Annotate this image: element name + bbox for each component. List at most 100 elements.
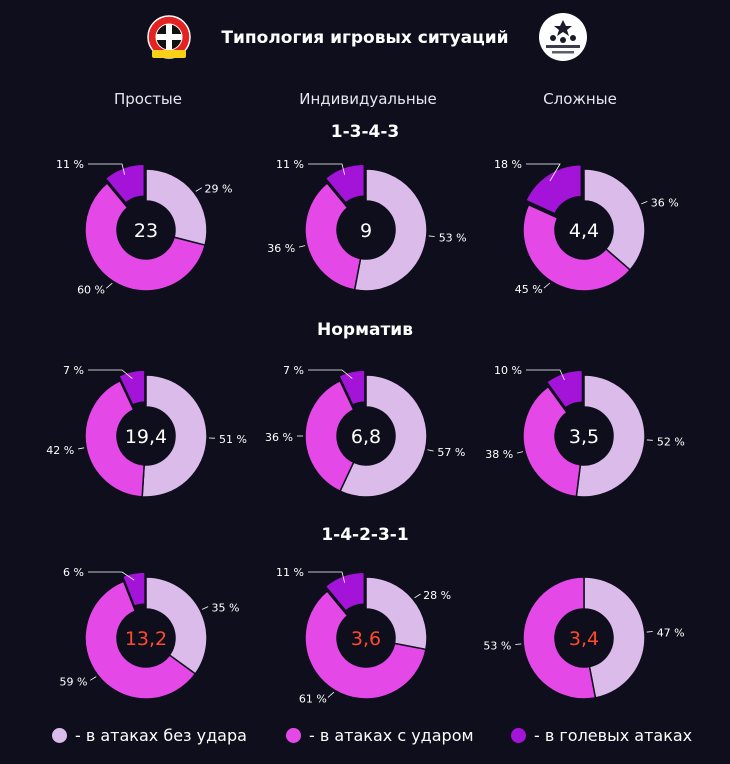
legend-swatch-with-shot [286, 727, 301, 743]
slice-14231-simple-goal [121, 571, 146, 608]
leader-line-1343-complex-no-shot [641, 200, 648, 205]
leader-line-norm-individual-goal [308, 369, 353, 379]
leader-line-1343-simple-no-shot [195, 187, 202, 192]
center-value-1343-individual: 9 [360, 220, 372, 242]
slice-14231-complex-no-shot [583, 576, 646, 699]
slice-norm-complex-with-shot [522, 385, 582, 498]
leader-line-14231-individual-no-shot [414, 593, 421, 599]
pct-label-1343-individual-no-shot: 53 % [439, 231, 467, 244]
legend-label-no-shot: - в атаках без удара [75, 725, 247, 745]
chart-title: Типология игровых ситуаций [221, 28, 509, 48]
column-label-individual: Индивидуальные [299, 90, 437, 108]
slice-norm-complex-no-shot [575, 374, 646, 498]
center-value-norm-simple: 19,4 [125, 426, 167, 448]
center-value-14231-individual: 3,6 [351, 628, 381, 650]
slice-1343-individual-no-shot [353, 168, 428, 292]
pct-label-1343-complex-no-shot: 36 % [651, 196, 679, 209]
center-value-14231-simple: 13,2 [125, 628, 167, 650]
bayer-leverkusen-logo-icon [147, 15, 191, 59]
leader-line-norm-simple-goal [88, 369, 133, 379]
pct-label-1343-individual-goal: 11 % [276, 158, 304, 171]
slice-14231-simple-no-shot [145, 576, 208, 675]
leader-line-14231-complex-no-shot [646, 631, 653, 633]
slice-norm-individual-goal [337, 369, 366, 406]
slice-1343-simple-with-shot [84, 181, 206, 292]
pct-label-norm-individual-no-shot: 57 % [437, 446, 465, 459]
pct-label-norm-complex-goal: 10 % [494, 364, 522, 377]
slice-14231-simple-with-shot [84, 580, 197, 700]
slice-norm-individual-with-shot [304, 379, 355, 493]
pct-label-1343-complex-with-shot: 45 % [515, 283, 543, 296]
center-value-1343-complex: 4,4 [569, 220, 599, 242]
legend-label-with-shot: - в атаках с ударом [309, 725, 474, 745]
pct-label-norm-simple-goal: 7 % [63, 364, 84, 377]
legend: - в атаках без удара - в атаках с ударом… [0, 722, 730, 752]
legend-item-no-shot: - в атаках без удара [52, 722, 247, 748]
pct-label-1343-complex-goal: 18 % [494, 158, 522, 171]
leader-line-norm-individual-no-shot [427, 449, 434, 452]
leader-line-14231-simple-goal [88, 571, 135, 581]
pct-label-14231-simple-goal: 6 % [63, 566, 84, 579]
slice-1343-complex-with-shot [522, 203, 632, 292]
pct-label-norm-complex-no-shot: 52 % [657, 435, 685, 448]
pct-label-14231-individual-with-shot: 61 % [299, 692, 327, 705]
pct-label-14231-individual-goal: 11 % [276, 566, 304, 579]
leader-line-1343-simple-with-shot [105, 282, 113, 289]
section-title-14231: 1-4-2-3-1 [321, 525, 409, 545]
pct-label-norm-simple-with-shot: 42 % [46, 444, 74, 457]
pct-label-14231-complex-no-shot: 47 % [657, 627, 685, 640]
section-title-norm: Норматив [317, 320, 413, 340]
leader-line-1343-individual-with-shot [298, 245, 306, 248]
slice-norm-simple-goal [117, 369, 146, 406]
leader-line-1343-simple-goal [88, 163, 126, 175]
leader-line-norm-simple-with-shot [78, 447, 85, 450]
pct-label-1343-simple-goal: 11 % [56, 158, 84, 171]
pct-label-1343-simple-with-shot: 60 % [77, 283, 105, 296]
pct-label-1343-simple-no-shot: 29 % [205, 183, 233, 196]
center-value-norm-complex: 3,5 [569, 426, 599, 448]
leader-line-1343-complex-with-shot [543, 282, 551, 289]
legend-swatch-no-shot [52, 727, 67, 743]
legend-item-goal: - в голевых атаках [511, 722, 692, 748]
slice-1343-individual-with-shot [304, 181, 362, 291]
leader-line-1343-individual-goal [308, 163, 346, 175]
leader-line-14231-simple-with-shot [90, 676, 97, 681]
slice-14231-individual-with-shot [304, 589, 427, 700]
pct-label-norm-individual-goal: 7 % [283, 364, 304, 377]
slice-1343-simple-goal [104, 163, 146, 205]
leader-line-norm-complex-with-shot [516, 451, 524, 454]
slice-14231-individual-no-shot [365, 576, 428, 651]
slice-norm-simple-no-shot [141, 374, 208, 498]
leader-line-14231-individual-goal [308, 571, 346, 583]
slice-14231-complex-with-shot [522, 576, 597, 700]
pct-label-14231-complex-with-shot: 53 % [483, 639, 511, 652]
slice-1343-simple-no-shot [145, 168, 208, 247]
slice-1343-complex-goal [524, 164, 583, 215]
slice-norm-complex-goal [545, 369, 584, 409]
column-label-simple: Простые [113, 90, 183, 108]
pct-label-14231-simple-with-shot: 59 % [60, 675, 88, 688]
legend-swatch-goal [511, 727, 526, 743]
slice-norm-simple-with-shot [84, 379, 145, 498]
center-value-norm-individual: 6,8 [351, 426, 381, 448]
center-value-1343-simple: 23 [134, 220, 158, 242]
champions-league-logo-icon [539, 13, 587, 61]
leader-line-1343-individual-no-shot [428, 235, 435, 237]
slice-14231-individual-goal [324, 571, 366, 613]
legend-item-with-shot: - в атаках с ударом [286, 722, 474, 748]
pct-label-norm-simple-no-shot: 51 % [219, 433, 247, 446]
leader-line-1343-complex-goal [526, 163, 561, 182]
leader-line-norm-complex-goal [526, 369, 565, 381]
section-title-1343: 1-3-4-3 [330, 122, 400, 142]
pct-label-norm-individual-with-shot: 36 % [265, 431, 293, 444]
slice-norm-individual-no-shot [339, 374, 428, 498]
leader-line-14231-simple-no-shot [201, 606, 209, 610]
slice-1343-individual-goal [324, 163, 366, 205]
column-label-complex: Сложные [543, 90, 617, 108]
header: Типология игровых ситуаций [0, 0, 730, 70]
pct-label-norm-complex-with-shot: 38 % [485, 448, 513, 461]
center-value-14231-complex: 3,4 [569, 628, 599, 650]
legend-label-goal: - в голевых атаках [534, 725, 693, 745]
pct-label-1343-individual-with-shot: 36 % [267, 242, 295, 255]
